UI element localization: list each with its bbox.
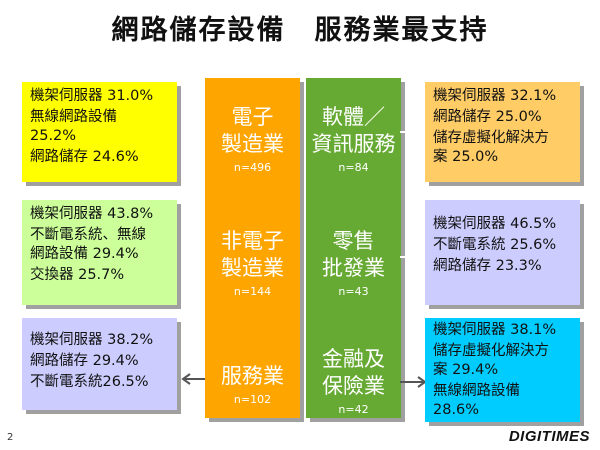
- brand-logo: DIGITIMES: [508, 428, 590, 445]
- industry-column-manufacturing: 電子 製造業 n=496 非電子 製造業 n=144 服務業 n=102: [205, 78, 300, 418]
- left-box-services: 機架伺服器 38.2% 網路儲存 29.4% 不斷電系統26.5%: [22, 318, 177, 410]
- industry-name: 軟體／: [322, 105, 385, 129]
- industry-name: 服務業: [221, 364, 284, 388]
- industry-cell: 零售 批發業 n=43: [306, 228, 401, 298]
- box-line: 網路儲存 24.6%: [30, 149, 139, 165]
- industry-name: 零售: [332, 229, 375, 253]
- right-box-software: 機架伺服器 32.1% 網路儲存 25.0% 儲存虛擬化解決方 案 25.0%: [425, 82, 580, 182]
- industry-cell: 軟體／ 資訊服務 n=84: [306, 104, 401, 174]
- arrow-left-icon: [181, 373, 208, 385]
- industry-name: 保險業: [322, 374, 385, 398]
- box-line: 儲存虛擬化解決方: [433, 130, 549, 146]
- sample-size: n=43: [338, 285, 369, 298]
- box-line: 案 25.0%: [433, 149, 499, 165]
- box-line: 28.6%: [433, 402, 480, 418]
- box-line: 機架伺服器 43.8%: [30, 206, 154, 222]
- arrow-left-icon: [181, 126, 208, 138]
- sample-size: n=84: [338, 161, 369, 174]
- box-line: 25.2%: [30, 128, 77, 144]
- box-line: 網路儲存 23.3%: [433, 258, 542, 274]
- box-line: 機架伺服器 38.2%: [30, 332, 154, 348]
- box-line: 案 29.4%: [433, 362, 499, 378]
- industry-name: 製造業: [221, 256, 284, 280]
- box-line: 交換器 25.7%: [30, 267, 125, 283]
- industry-cell: 電子 製造業 n=496: [205, 104, 300, 174]
- box-line: 網路儲存 25.0%: [433, 109, 542, 125]
- right-box-finance: 機架伺服器 38.1% 儲存虛擬化解決方 案 29.4% 無線網路設備 28.6…: [425, 318, 580, 422]
- industry-cell: 服務業 n=102: [205, 363, 300, 406]
- industry-name: 非電子: [221, 229, 284, 253]
- industry-cell: 非電子 製造業 n=144: [205, 228, 300, 298]
- box-line: 網路儲存 29.4%: [30, 353, 139, 369]
- box-line: 無線網路設備: [30, 109, 117, 125]
- left-box-electronics: 機架伺服器 31.0% 無線網路設備 25.2% 網路儲存 24.6%: [22, 82, 177, 182]
- box-line: 儲存虛擬化解決方: [433, 343, 549, 359]
- box-line: 機架伺服器 38.1%: [433, 322, 557, 338]
- industry-column-services: 軟體／ 資訊服務 n=84 零售 批發業 n=43 金融及 保險業 n=42: [306, 78, 401, 418]
- industry-name: 金融及: [322, 347, 385, 371]
- industry-name: 資訊服務: [311, 132, 396, 156]
- right-box-retail: 機架伺服器 46.5% 不斷電系統 25.6% 網路儲存 23.3%: [425, 200, 580, 305]
- box-line: 網路設備 29.4%: [30, 246, 139, 262]
- box-line: 機架伺服器 31.0%: [30, 88, 154, 104]
- box-line: 無線網路設備: [433, 383, 520, 399]
- sample-size: n=144: [233, 285, 272, 298]
- page-number: 2: [7, 432, 14, 443]
- industry-name: 批發業: [322, 256, 385, 280]
- industry-name: 製造業: [221, 132, 284, 156]
- sample-size: n=102: [233, 393, 272, 406]
- box-line: 機架伺服器 46.5%: [433, 216, 557, 232]
- box-line: 不斷電系統26.5%: [30, 374, 149, 390]
- left-box-non-electronics: 機架伺服器 43.8% 不斷電系統、無線 網路設備 29.4% 交換器 25.7…: [22, 200, 177, 305]
- arrow-left-icon: [181, 251, 208, 263]
- industry-cell: 金融及 保險業 n=42: [306, 346, 401, 416]
- page-title: 網路儲存設備 服務業最支持: [111, 15, 489, 46]
- sample-size: n=496: [233, 161, 272, 174]
- sample-size: n=42: [338, 403, 369, 416]
- box-line: 不斷電系統、無線: [30, 227, 146, 243]
- box-line: 不斷電系統 25.6%: [433, 237, 557, 253]
- box-line: 機架伺服器 32.1%: [433, 88, 557, 104]
- industry-name: 電子: [231, 105, 274, 129]
